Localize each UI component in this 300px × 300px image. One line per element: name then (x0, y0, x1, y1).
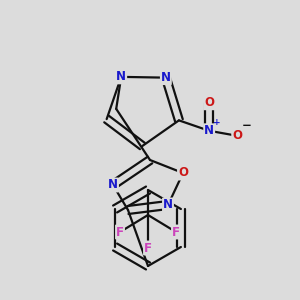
Text: F: F (116, 226, 124, 238)
Text: F: F (144, 242, 152, 254)
Text: F: F (172, 226, 180, 238)
Text: N: N (116, 70, 126, 83)
Text: O: O (178, 167, 188, 179)
Text: −: − (242, 119, 252, 132)
Text: +: + (213, 118, 221, 127)
Text: N: N (204, 124, 214, 137)
Text: N: N (108, 178, 118, 191)
Text: N: N (161, 71, 171, 84)
Text: O: O (204, 96, 214, 109)
Text: N: N (163, 199, 173, 212)
Text: O: O (232, 129, 242, 142)
